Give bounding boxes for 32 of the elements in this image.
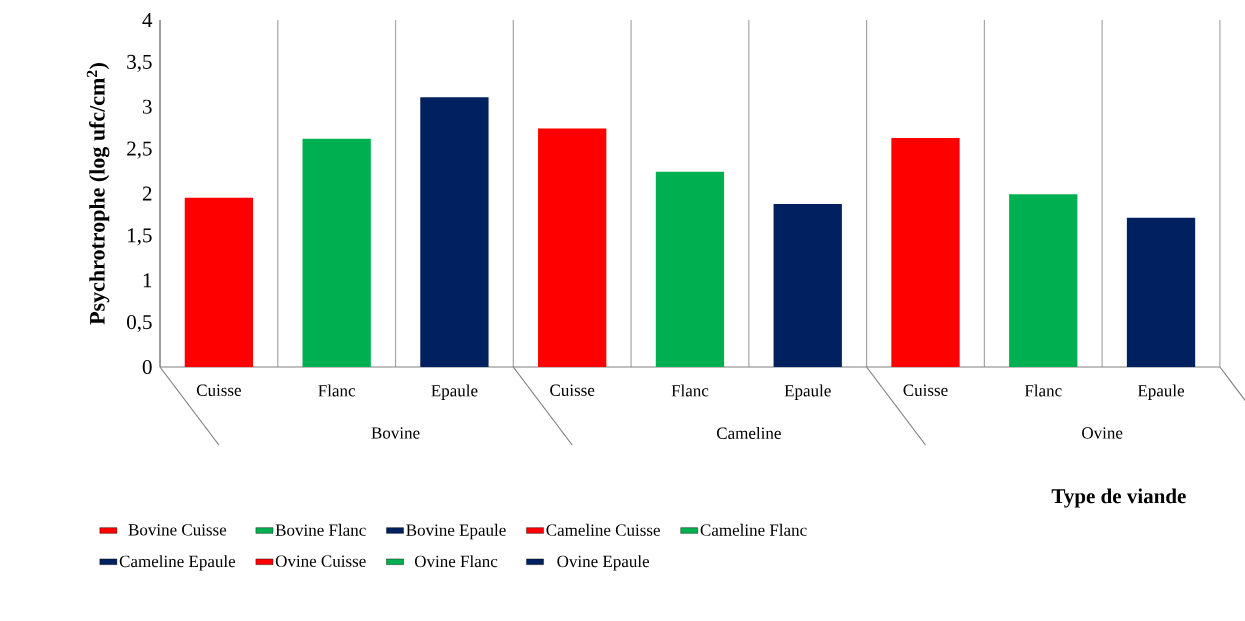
x-tick-label: Flanc: [1024, 384, 1062, 397]
y-tick-label: 0,5: [127, 315, 152, 333]
legend-label: Ovine Epaule: [557, 555, 650, 571]
legend-label: Cameline Cuisse: [546, 523, 660, 536]
x-tick-label: Flanc: [318, 384, 356, 397]
x-axis-title: Type de viande: [1051, 488, 1186, 508]
x-tick-label: Epaule: [784, 384, 831, 400]
y-tick-label: 3: [142, 99, 152, 114]
x-tick-label: Epaule: [1137, 384, 1185, 400]
y-tick-label: 1: [143, 273, 152, 288]
y-tick-label: 4: [142, 13, 153, 27]
y-tick-label: 2,5: [127, 141, 152, 159]
x-tick-label: Epaule: [431, 384, 478, 400]
legend-label: Ovine Cuisse: [275, 555, 366, 567]
y-axis-title: Psychrotrophe (log ufc/cm$^{2}$): [86, 63, 110, 325]
text: Cameline: [716, 427, 781, 439]
y-tick-label: 1,5: [128, 228, 152, 246]
legend-label: Bovine Epaule: [406, 523, 506, 540]
x-tick-label: Flanc: [671, 384, 709, 397]
legend-label: Ovine Flanc: [414, 555, 498, 568]
x-tick-label: Cuisse: [550, 384, 595, 396]
legend-label: Cameline Epaule: [119, 555, 236, 571]
legend-label: Bovine Flanc: [275, 523, 366, 536]
text: Ovine: [1082, 427, 1123, 439]
x-tick-label: Cuisse: [196, 384, 241, 396]
legend-label: Bovine Cuisse: [128, 524, 227, 536]
y-tick-label: 3,5: [127, 54, 152, 72]
y-tick-label: 2: [142, 186, 152, 201]
text: Bovine: [371, 427, 420, 439]
legend-label: Cameline Flanc: [700, 523, 807, 536]
x-tick-label: Cuisse: [903, 384, 948, 396]
y-tick-label: 0: [142, 359, 152, 375]
